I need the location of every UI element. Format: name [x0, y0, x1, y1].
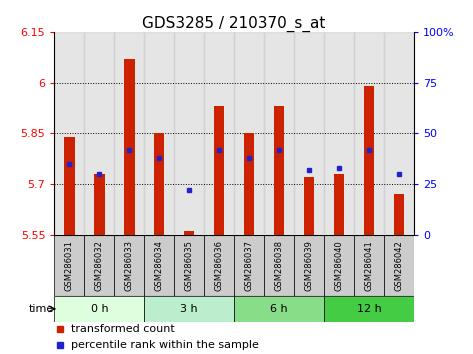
Bar [324, 296, 414, 322]
Bar [144, 296, 234, 322]
Bar [384, 235, 414, 296]
Text: 12 h: 12 h [357, 304, 381, 314]
Text: GSM286034: GSM286034 [155, 240, 164, 291]
Text: 3 h: 3 h [180, 304, 198, 314]
Text: GSM286038: GSM286038 [274, 240, 284, 291]
Bar [204, 32, 234, 235]
Bar [114, 235, 144, 296]
Text: GSM286039: GSM286039 [305, 240, 314, 291]
Bar [384, 32, 414, 235]
Bar [64, 137, 75, 235]
Bar [174, 32, 204, 235]
Bar [294, 32, 324, 235]
Bar [234, 235, 264, 296]
Bar [94, 174, 105, 235]
Bar [334, 174, 344, 235]
Text: GSM286031: GSM286031 [65, 240, 74, 291]
Text: 0 h: 0 h [90, 304, 108, 314]
Bar [54, 235, 84, 296]
Text: GSM286032: GSM286032 [95, 240, 104, 291]
Bar [394, 194, 404, 235]
Bar [54, 296, 144, 322]
Text: GSM286040: GSM286040 [334, 240, 343, 291]
Bar [184, 232, 194, 235]
Title: GDS3285 / 210370_s_at: GDS3285 / 210370_s_at [142, 16, 326, 32]
Bar [274, 106, 284, 235]
Text: GSM286036: GSM286036 [215, 240, 224, 291]
Bar [154, 133, 165, 235]
Text: GSM286037: GSM286037 [245, 240, 254, 291]
Text: GSM286042: GSM286042 [394, 240, 403, 291]
Bar [244, 133, 254, 235]
Text: GSM286033: GSM286033 [125, 240, 134, 291]
Text: 6 h: 6 h [270, 304, 288, 314]
Bar [114, 32, 144, 235]
Bar [84, 32, 114, 235]
Bar [124, 59, 134, 235]
Bar [364, 86, 374, 235]
Text: percentile rank within the sample: percentile rank within the sample [70, 340, 258, 350]
Text: time: time [28, 304, 54, 314]
Bar [354, 32, 384, 235]
Bar [264, 235, 294, 296]
Bar [234, 296, 324, 322]
Bar [354, 235, 384, 296]
Bar [84, 235, 114, 296]
Bar [264, 32, 294, 235]
Text: GSM286035: GSM286035 [184, 240, 194, 291]
Bar [174, 235, 204, 296]
Bar [144, 32, 174, 235]
Bar [304, 177, 314, 235]
Bar [294, 235, 324, 296]
Bar [54, 32, 84, 235]
Bar [234, 32, 264, 235]
Text: GSM286041: GSM286041 [364, 240, 374, 291]
Bar [204, 235, 234, 296]
Bar [214, 106, 224, 235]
Text: transformed count: transformed count [70, 324, 175, 334]
Bar [324, 235, 354, 296]
Bar [144, 235, 174, 296]
Bar [324, 32, 354, 235]
